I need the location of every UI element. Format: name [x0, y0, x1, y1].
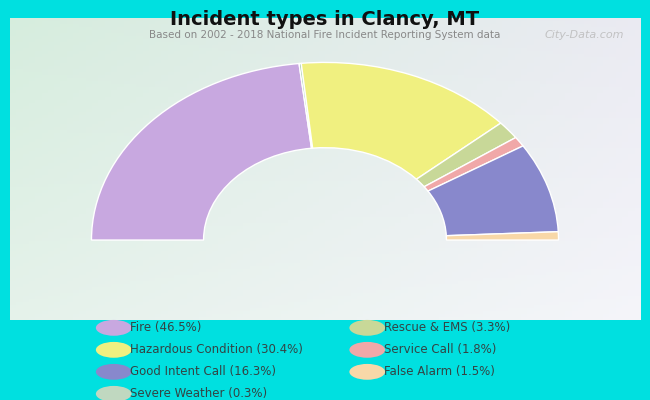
Text: City-Data.com: City-Data.com [545, 30, 624, 40]
Text: Incident types in Clancy, MT: Incident types in Clancy, MT [170, 10, 480, 29]
Text: Good Intent Call (16.3%): Good Intent Call (16.3%) [130, 365, 276, 378]
Wedge shape [92, 64, 311, 240]
Text: Service Call (1.8%): Service Call (1.8%) [384, 343, 496, 356]
Ellipse shape [349, 364, 385, 380]
Text: Fire (46.5%): Fire (46.5%) [130, 321, 202, 334]
Wedge shape [447, 232, 558, 240]
Text: False Alarm (1.5%): False Alarm (1.5%) [384, 365, 495, 378]
Ellipse shape [96, 386, 131, 400]
Ellipse shape [349, 320, 385, 336]
Ellipse shape [96, 342, 131, 358]
Wedge shape [299, 63, 313, 148]
Wedge shape [301, 62, 500, 179]
Wedge shape [424, 138, 523, 191]
Wedge shape [428, 146, 558, 236]
Text: Severe Weather (0.3%): Severe Weather (0.3%) [130, 387, 267, 400]
Ellipse shape [349, 342, 385, 358]
Text: Hazardous Condition (30.4%): Hazardous Condition (30.4%) [130, 343, 303, 356]
Ellipse shape [96, 320, 131, 336]
Text: Rescue & EMS (3.3%): Rescue & EMS (3.3%) [384, 321, 510, 334]
Ellipse shape [96, 364, 131, 380]
Text: Based on 2002 - 2018 National Fire Incident Reporting System data: Based on 2002 - 2018 National Fire Incid… [150, 30, 500, 40]
Wedge shape [417, 123, 515, 187]
